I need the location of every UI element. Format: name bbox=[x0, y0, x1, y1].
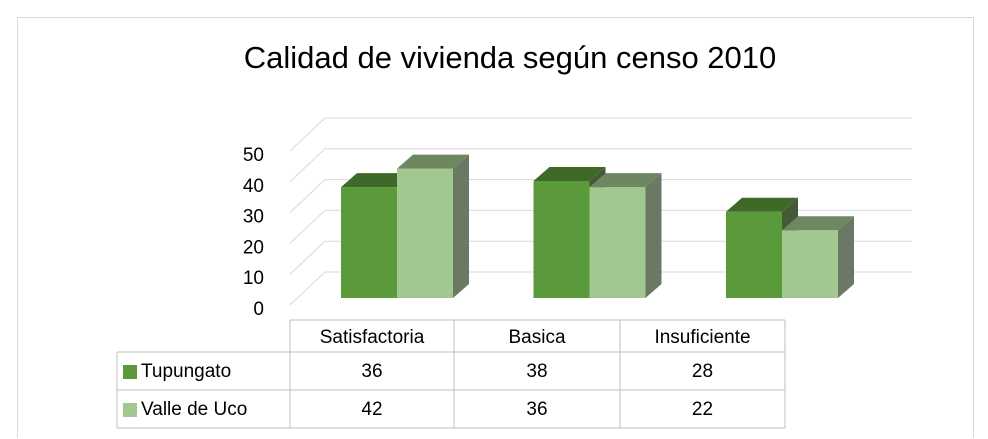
legend-swatch bbox=[123, 403, 137, 417]
legend-swatch bbox=[123, 365, 137, 379]
grid-line bbox=[289, 240, 912, 275]
bar-front bbox=[341, 187, 397, 298]
x-tick-label: Satisfactoria bbox=[320, 327, 425, 348]
bar-front bbox=[726, 211, 782, 298]
table-value: 36 bbox=[361, 361, 382, 382]
grid-line bbox=[289, 148, 912, 183]
x-tick-label: Insuficiente bbox=[654, 327, 750, 348]
grid-line bbox=[289, 117, 912, 152]
table-value: 36 bbox=[526, 399, 547, 420]
bar-top bbox=[782, 216, 854, 231]
x-tick-label: Basica bbox=[508, 327, 565, 348]
bar-front bbox=[589, 187, 646, 298]
bar-top bbox=[397, 154, 469, 169]
legend-label: Valle de Uco bbox=[141, 399, 247, 420]
y-tick-label: 40 bbox=[243, 176, 264, 197]
chart-title: Calidad de vivienda según censo 2010 bbox=[244, 40, 777, 75]
table-value: 28 bbox=[692, 361, 713, 382]
y-tick-label: 30 bbox=[243, 207, 264, 228]
table-value: 38 bbox=[526, 361, 547, 382]
y-tick-label: 10 bbox=[243, 268, 264, 289]
y-tick-label: 20 bbox=[243, 237, 264, 258]
grid-line bbox=[289, 271, 912, 306]
y-tick-label: 0 bbox=[253, 299, 264, 320]
grid-line bbox=[289, 179, 912, 213]
bar-top bbox=[726, 197, 798, 212]
table-value: 42 bbox=[361, 399, 382, 420]
bar-top bbox=[341, 173, 413, 188]
bar-side bbox=[645, 173, 662, 298]
legend-label: Tupungato bbox=[141, 361, 231, 382]
bar-top bbox=[589, 173, 662, 188]
chart-border bbox=[17, 17, 974, 438]
bar-front bbox=[782, 230, 838, 298]
y-tick-label: 50 bbox=[243, 145, 264, 166]
bar-front bbox=[533, 180, 590, 298]
bar-side bbox=[453, 154, 469, 298]
grid-line bbox=[289, 209, 912, 244]
bar-side bbox=[838, 216, 854, 298]
bar-top bbox=[533, 166, 606, 181]
bar-front bbox=[397, 168, 453, 298]
table-value: 22 bbox=[692, 399, 713, 420]
